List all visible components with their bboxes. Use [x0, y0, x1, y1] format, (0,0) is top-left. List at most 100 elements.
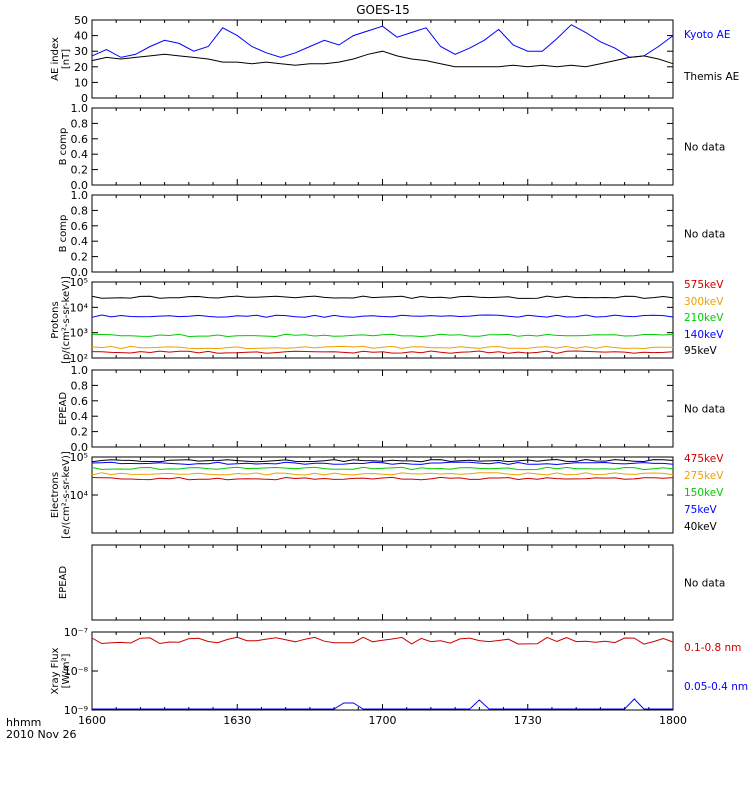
- figure-title: GOES-15: [356, 3, 410, 17]
- y-tick-label: 0.6: [71, 220, 89, 233]
- y-tick-label: 10⁵: [70, 451, 88, 464]
- panel-frame: [91, 19, 674, 99]
- panel-frame: [91, 544, 674, 621]
- legend-entry: 0.1-0.8 nm: [684, 642, 741, 654]
- y-axis-label: [p/(cm²-s-sr-keV)]: [61, 276, 72, 364]
- y-tick-label: 10: [74, 76, 88, 89]
- legend-entry: 95keV: [684, 345, 718, 357]
- legend-entry: 150keV: [684, 487, 724, 499]
- y-tick-label: 1.0: [71, 102, 89, 115]
- y-tick-label: 10²: [70, 352, 88, 365]
- y-tick-label: 10⁻⁹: [64, 704, 88, 717]
- series-line-275kev: [91, 472, 674, 476]
- legend-entry: 0.05-0.4 nm: [684, 681, 748, 693]
- y-tick-label: 10⁴: [70, 489, 89, 502]
- y-tick-label: 0.2: [71, 251, 89, 264]
- y-axis-label: Protons: [50, 301, 61, 338]
- panels: 0 10 20 30 40 50 AE index [nT] Kyoto AE Themis AE…: [50, 14, 748, 727]
- panel-protons: 10² 10³ 10⁴ 10⁵ Protons [p/(cm²-s-sr-keV)] 575…: [50, 276, 724, 365]
- series-line-140kev: [91, 314, 674, 318]
- y-tick-label: 0.2: [71, 426, 89, 439]
- panel-frame: [91, 194, 674, 273]
- panel-frame: [91, 107, 674, 186]
- legend-entry: 40keV: [684, 521, 718, 533]
- panel-bcomp2: 0.0 0.2 0.4 0.6 0.8 1.0 B comp No data: [58, 189, 725, 279]
- y-tick-label: 0.8: [71, 379, 89, 392]
- legend-entry: 300keV: [684, 296, 724, 308]
- y-tick-label: 0: [81, 92, 88, 105]
- x-tick-label: 1600: [78, 714, 106, 727]
- series-line-475kev: [91, 476, 674, 481]
- series-line-210kev: [91, 333, 674, 338]
- y-axis-label: [W/m²]: [61, 653, 72, 688]
- y-axis-label: EPEAD: [58, 566, 69, 600]
- series-line-kyoto-ae: [91, 24, 674, 58]
- x-units-label: hhmm: [6, 716, 41, 729]
- series-line-0-1-0-8-nm: [91, 636, 674, 645]
- y-tick-label: 0.4: [71, 235, 89, 248]
- y-tick-label: 10⁴: [70, 301, 89, 314]
- y-axis-label: Xray Flux: [50, 647, 61, 694]
- y-tick-label: 0.6: [71, 395, 89, 408]
- y-axis-label: [e/(cm²-s-sr-keV)]: [61, 451, 72, 539]
- x-tick-label: 1730: [514, 714, 542, 727]
- y-tick-label: 50: [74, 14, 88, 27]
- x-tick-label: 1630: [223, 714, 251, 727]
- y-tick-label: 30: [74, 45, 88, 58]
- series-line-75kev: [91, 461, 674, 466]
- no-data-note: No data: [684, 404, 725, 416]
- y-axis-label: B comp: [58, 215, 69, 253]
- x-tick-label: 1700: [369, 714, 397, 727]
- y-tick-label: 0.0: [71, 266, 89, 279]
- series-line-40kev: [91, 458, 674, 463]
- y-tick-label: 40: [74, 30, 88, 43]
- y-axis-label: Electrons: [50, 472, 61, 518]
- y-tick-label: 10⁻⁸: [64, 665, 89, 678]
- x-tick-label: 1800: [659, 714, 687, 727]
- no-data-note: No data: [684, 142, 725, 154]
- y-tick-label: 0.4: [71, 148, 89, 161]
- y-tick-label: 0.8: [71, 204, 89, 217]
- legend-entry: 475keV: [684, 453, 724, 465]
- series-line-575kev: [91, 350, 674, 354]
- y-tick-label: 0.4: [71, 410, 89, 423]
- y-tick-label: 1.0: [71, 189, 89, 202]
- panel-bcomp1: 0.0 0.2 0.4 0.6 0.8 1.0 B comp No data: [58, 102, 725, 192]
- panel-epead1: 0.0 0.2 0.4 0.6 0.8 1.0 EPEAD No data: [58, 364, 725, 454]
- series-line-150kev: [91, 466, 674, 471]
- legend-entry: 75keV: [684, 504, 718, 516]
- y-tick-label: 10⁵: [70, 276, 88, 289]
- y-axis-label: AE index: [50, 37, 61, 81]
- y-axis-label: EPEAD: [58, 392, 69, 426]
- panel-ae: 0 10 20 30 40 50 AE index [nT] Kyoto AE Themis AE: [50, 14, 739, 105]
- legend-entry: 210keV: [684, 312, 724, 324]
- legend-entry: 275keV: [684, 470, 724, 482]
- panel-epead2: EPEAD No data: [58, 544, 725, 621]
- panel-frame: [91, 631, 674, 711]
- panel-electrons: 10⁴ 10⁵ Electrons [e/(cm²-s-sr-keV)] 475keV 2…: [50, 451, 724, 539]
- legend-entry: Themis AE: [683, 71, 739, 83]
- y-axis-label: [nT]: [61, 49, 72, 69]
- series-line-300kev: [91, 345, 673, 350]
- date-label: 2010 Nov 26: [6, 728, 76, 741]
- y-axis-label: B comp: [58, 128, 69, 166]
- y-tick-label: 10³: [70, 327, 88, 340]
- no-data-note: No data: [684, 229, 725, 241]
- series-line-themis-ae: [91, 50, 674, 68]
- panel-frame: [91, 369, 674, 448]
- y-tick-label: 10⁻⁷: [64, 626, 88, 639]
- y-tick-label: 0.6: [71, 133, 89, 146]
- y-tick-label: 1.0: [71, 364, 89, 377]
- legend-entry: 575keV: [684, 279, 724, 291]
- legend-entry: 140keV: [684, 329, 724, 341]
- y-tick-label: 0.0: [71, 441, 89, 454]
- legend-entry: Kyoto AE: [684, 29, 730, 41]
- y-tick-label: 0.2: [71, 164, 89, 177]
- no-data-note: No data: [684, 578, 725, 590]
- y-tick-label: 0.0: [71, 179, 89, 192]
- series-line-0-05-0-4-nm: [92, 698, 673, 710]
- y-tick-label: 0.8: [71, 117, 89, 130]
- y-tick-label: 20: [74, 61, 88, 74]
